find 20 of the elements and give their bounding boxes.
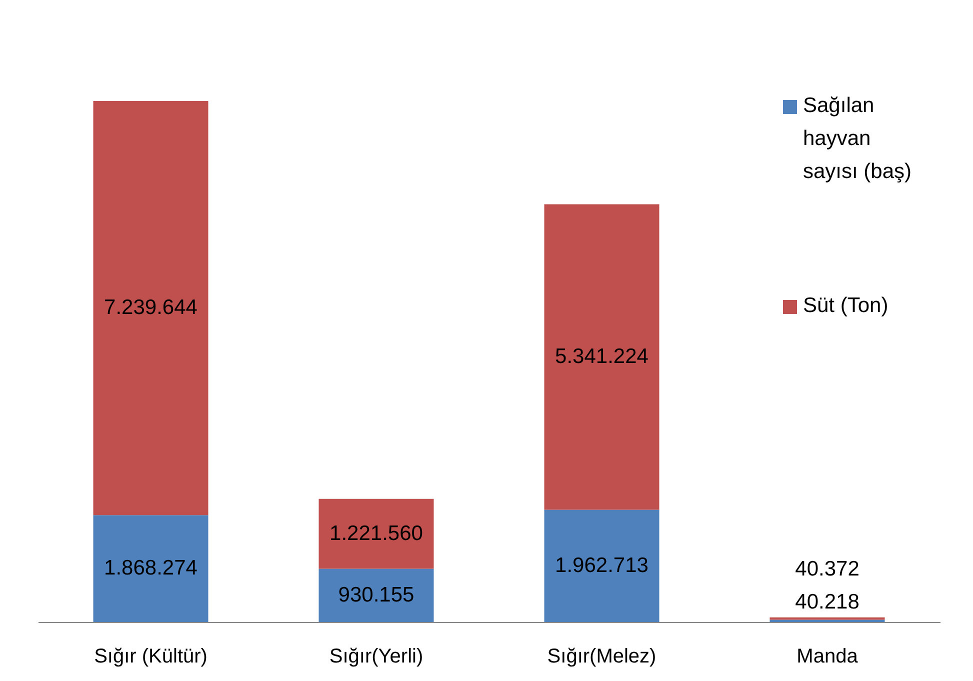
data-label: 7.239.644 (104, 296, 198, 320)
x-tick-label: Sığır(Melez) (547, 646, 656, 668)
data-label: 1.962.713 (555, 554, 648, 577)
data-label: 5.341.224 (555, 344, 649, 368)
x-tick-label: Sığır (Kültür) (94, 646, 208, 668)
data-label: 1.221.560 (330, 522, 423, 545)
bar (93, 101, 208, 516)
data-label: 40.372 (795, 557, 860, 580)
x-tick-label: Sığır(Yerli) (329, 646, 424, 668)
legend-label: Süt (Ton) (803, 294, 888, 317)
legend-label: Sağılan hayvan sayısı (baş) (803, 94, 912, 183)
x-tick-label: Manda (796, 646, 859, 668)
bar (544, 510, 660, 622)
bar (544, 204, 660, 510)
data-label: 930.155 (338, 583, 414, 606)
bar (318, 568, 434, 622)
bar (93, 515, 208, 622)
bar (318, 498, 434, 569)
data-label: 40.218 (795, 590, 860, 614)
data-label: 1.868.274 (104, 556, 198, 580)
